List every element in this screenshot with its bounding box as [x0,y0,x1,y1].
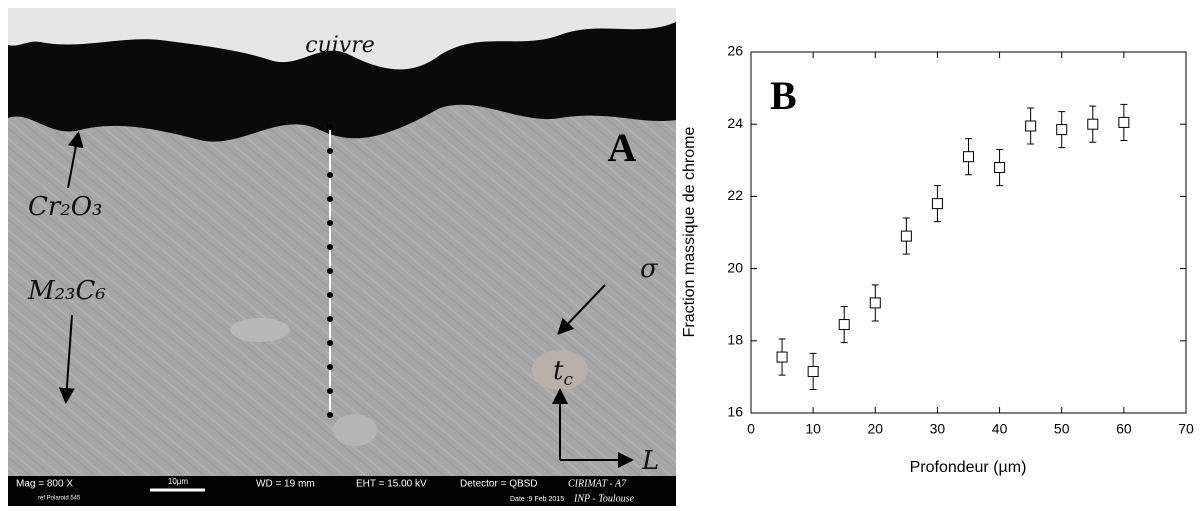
profile-dot [327,292,333,298]
info-detector: Detector = QBSD [460,479,538,490]
y-tick-label: 18 [727,332,743,348]
arrow [557,284,606,335]
info-wd: WD = 19 mm [256,479,315,490]
point [1087,118,1099,130]
phase-grain [333,414,377,446]
profile-dot [327,388,333,394]
x-tick-label: 60 [1116,421,1132,437]
point [838,319,850,331]
y-axis-label: Fraction massique de chrome [681,127,698,338]
x-tick-label: 40 [992,421,1008,437]
tc-label: tc [553,356,573,390]
info-lab: CIRIMAT - A7 [568,478,627,489]
arrow [67,131,84,189]
profile-dot [327,316,333,322]
tc-subscript: c [563,370,573,390]
profile-points [327,124,333,418]
tc-symbol: t [553,356,564,386]
profile-dot [327,148,333,154]
point [900,230,912,242]
profile-dot [327,412,333,418]
profile-dot [327,340,333,346]
direction-label: L [641,446,659,476]
info-mag: Mag = 800 X [16,479,73,490]
chart: B Profondeur (µm) Fraction massique de c… [681,43,1194,477]
copper-label: cuivre [305,33,375,58]
x-axis-label: Profondeur (µm) [910,459,1027,476]
profile-dot [327,364,333,370]
x-tick-label: 70 [1178,421,1194,437]
info-scale: 10µm [168,477,189,486]
y-tick-label: 26 [727,43,743,59]
copper-layer [8,8,676,70]
point [1025,120,1037,132]
point [869,297,881,309]
x-tick-label: 0 [747,421,755,437]
y-tick-label: 22 [727,187,743,203]
point [931,198,943,210]
info-date: Date :9 Feb 2015 [510,496,564,503]
x-tick-label: 50 [1054,421,1070,437]
point [807,365,819,377]
x-tick-label: 30 [930,421,946,437]
x-tick-label: 10 [805,421,821,437]
info-ref: ref Polaroid 545 [38,496,81,502]
carbide-label: M₂₃C₆ [27,276,106,306]
info-inst: INP - Toulouse [573,493,635,504]
profile-dot [327,124,333,130]
profile-dot [327,244,333,250]
point [1118,116,1130,128]
y-tick-label: 24 [727,115,743,131]
sigma-label: σ [640,254,659,284]
info-bar [8,476,676,506]
x-tick-label: 20 [867,421,883,437]
point [963,151,974,163]
arrow [58,314,75,404]
panel-label: A [608,125,637,170]
profile-dot [327,220,333,226]
oxide-label: Cr₂O₃ [28,192,102,222]
point [1056,124,1068,136]
profile-dot [327,268,333,274]
point [994,162,1006,174]
phase-grain [230,318,290,342]
y-tick-label: 16 [727,404,743,420]
plot-frame [750,51,1187,414]
point [776,351,788,363]
profile-dot [327,172,333,178]
profile-dot [327,196,333,202]
micrograph: cuivre A Cr₂O₃ M₂₃C₆ σ tc L Mag = 800 X … [8,8,676,506]
phase-grain [532,350,588,390]
chart-title: B [770,73,797,118]
y-tick-label: 20 [727,259,743,275]
info-eht: EHT = 15.00 kV [356,479,427,490]
